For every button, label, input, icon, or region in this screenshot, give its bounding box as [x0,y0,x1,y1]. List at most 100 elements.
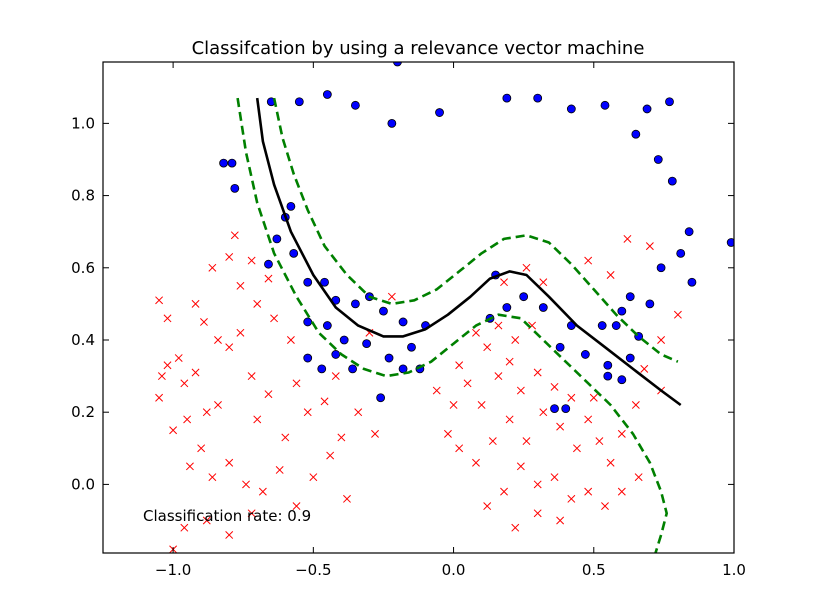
cross-point [258,487,267,496]
cross-point [326,451,335,460]
y-tick-label: 0.0 [71,475,95,493]
margin-line-lower [236,97,668,553]
cross-point [183,415,192,424]
cross-point [494,372,503,381]
circle-point [322,90,332,99]
cross-point [443,429,452,438]
cross-point [533,480,542,489]
margin-line-upper [272,97,679,363]
circle-point [726,238,734,247]
cross-point [673,310,682,319]
cross-point [163,361,172,370]
cross-point [303,408,312,417]
plot-area [155,62,734,553]
cross-point [505,415,514,424]
circle-point [376,393,386,403]
circle-point [435,108,444,117]
cross-point [275,466,284,474]
circle-point [625,353,635,363]
circle-point [230,183,240,193]
chart-title: Classifcation by using a relevance vecto… [192,38,645,59]
cross-point [247,372,256,381]
circle-point [687,277,697,287]
cross-point [157,372,166,381]
circle-point [603,360,613,370]
cross-point [483,343,492,352]
circle-point [561,404,571,413]
cross-point [606,458,615,467]
circle-point [566,104,576,114]
cross-point [539,408,548,417]
y-tick-label: 1.0 [71,114,95,132]
cross-point [309,473,318,482]
circle-point [555,342,565,352]
x-tick-label: −1.0 [155,561,191,579]
axes: −1.0 −0.5 0.0 0.5 1.0 0.0 0.2 0.4 0.6 0.8 1.0 [71,62,746,579]
circle-point [303,353,313,363]
cross-point [155,393,164,402]
circle-point [502,303,512,312]
circle-point [580,350,590,359]
circle-point [350,100,360,110]
circle-point [339,335,349,345]
cross-point [286,336,295,344]
circle-point [303,317,313,327]
circle-point [611,321,621,330]
circle-point [538,303,548,312]
circle-point [348,364,357,374]
cross-point [539,278,548,287]
cross-point [270,314,279,323]
circle-point [384,353,394,363]
cross-point [200,317,208,326]
cross-point [533,509,542,518]
plot-content [155,62,734,553]
cross-point [477,401,486,409]
cross-point [155,296,164,305]
cross-point [354,408,363,417]
cross-point [320,397,329,406]
cross-point [180,523,189,532]
circle-point [407,342,416,352]
cross-point [631,401,640,409]
cross-point [516,386,525,395]
cross-point [595,437,604,446]
cross-point [236,281,245,290]
cross-point [634,473,643,482]
circle-point [656,263,666,273]
cross-point [472,328,480,337]
cross-point [197,444,206,453]
decision-boundary-line [255,97,682,407]
circle-point [331,350,341,359]
cross-point [584,487,593,496]
circle-point [642,104,652,114]
y-tick-label: 0.8 [71,187,95,205]
y-tick-label: 0.6 [71,259,95,277]
circle-point [502,93,512,103]
cross-point [463,379,472,388]
cross-point [191,299,200,308]
circle-point [264,259,273,269]
x-tick-label: −0.5 [295,561,331,579]
cross-point [242,480,250,489]
cross-point [584,256,593,265]
circle-point [317,364,327,374]
cross-point [225,343,234,352]
cross-point [225,530,234,539]
circle-point [653,155,663,164]
cross-point [617,487,626,496]
cross-point [449,401,458,409]
circle-point [362,339,372,349]
circle-point [550,404,559,413]
circle-point [676,248,686,258]
cross-point [550,473,559,482]
circle-point [684,227,694,237]
cross-point [550,382,559,391]
cross-point [567,393,576,402]
circle-point [219,158,228,168]
cross-point [371,429,379,438]
cross-point [432,386,441,395]
x-tick-label: 0.5 [582,561,606,579]
circle-point [617,375,627,385]
cross-point [455,444,464,453]
